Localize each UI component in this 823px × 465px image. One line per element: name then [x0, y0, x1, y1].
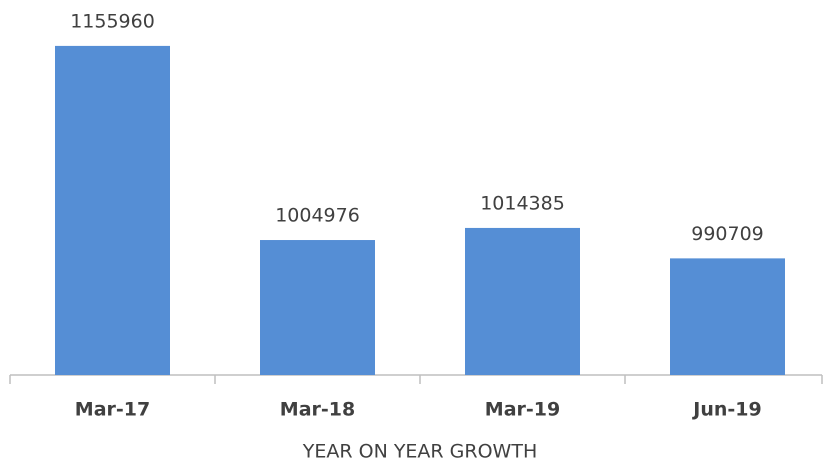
x-tick-label: Jun-19	[691, 399, 761, 421]
x-axis-title: YEAR ON YEAR GROWTH	[302, 441, 537, 463]
value-label: 990709	[691, 223, 764, 245]
bar	[465, 227, 580, 375]
x-tick-label: Mar-17	[75, 399, 150, 421]
bar	[260, 240, 375, 375]
x-tick-label: Mar-19	[485, 399, 560, 421]
bar	[55, 45, 170, 376]
x-tick-label: Mar-18	[280, 399, 355, 421]
value-label: 1004976	[275, 205, 360, 227]
value-label: 1014385	[480, 192, 565, 214]
bar	[670, 258, 785, 375]
value-label: 1155960	[70, 10, 155, 32]
